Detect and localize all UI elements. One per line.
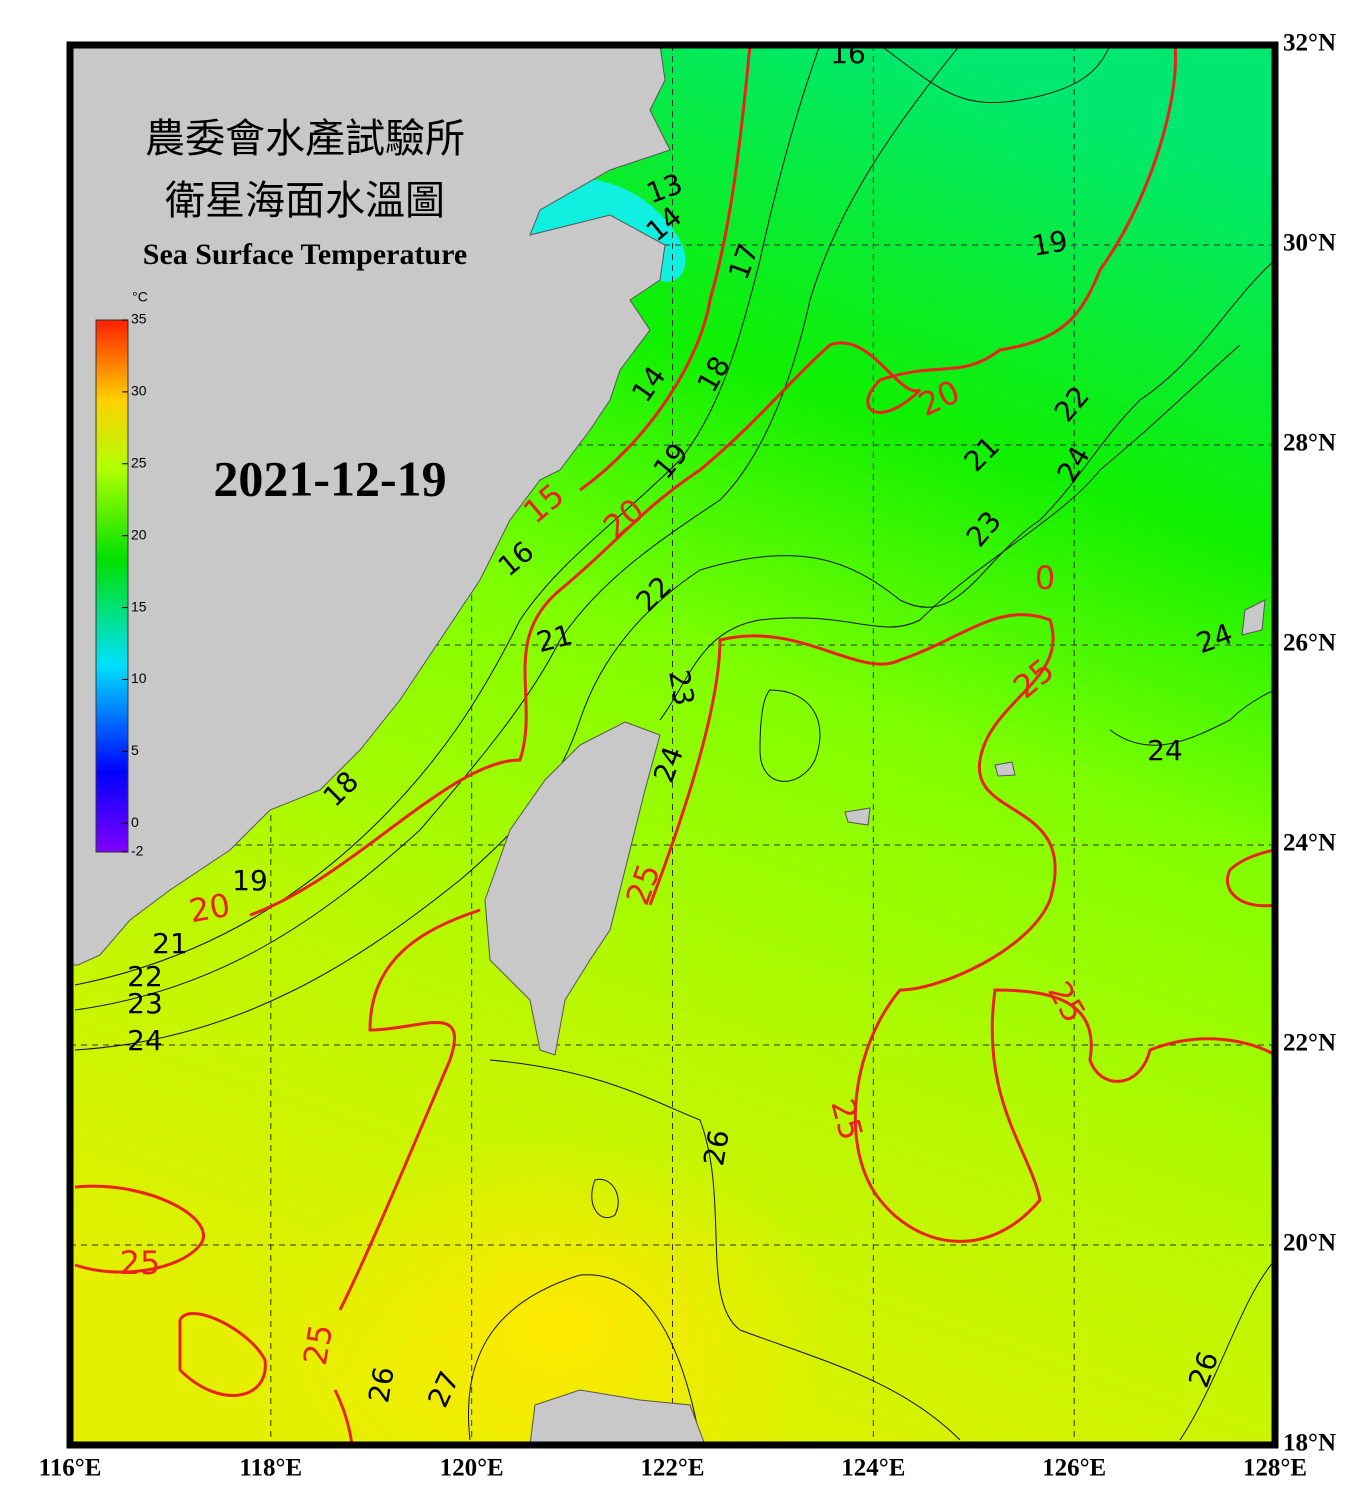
colorbar	[95, 319, 129, 853]
contour-label: 20	[186, 886, 233, 930]
colorbar-tick-label: 5	[131, 742, 139, 758]
contour-label: 24	[127, 1024, 163, 1057]
axes: 116°E 118°E 120°E 122°E 124°E 126°E 128°E18°N 2…	[39, 30, 1336, 1482]
isotherm	[591, 1178, 619, 1218]
contour-label: 26	[697, 1127, 736, 1168]
isotherm-15	[579, 45, 752, 492]
frame	[66, 41, 1279, 1449]
contour-label: 21	[152, 927, 188, 960]
island	[994, 761, 1016, 777]
isotherm	[659, 344, 1241, 721]
lat-label: 24°N	[1283, 830, 1336, 857]
date: 2021-12-19	[213, 450, 446, 506]
lon-label: 116°E	[39, 1455, 102, 1482]
lat-label: 30°N	[1283, 230, 1336, 257]
lon-label: 126°E	[1042, 1455, 1106, 1482]
luzon	[529, 1389, 706, 1445]
colorbar-tick-label: 20	[131, 526, 147, 542]
isotherm	[759, 689, 821, 782]
lat-label: 20°N	[1283, 1230, 1336, 1257]
colorbar-tick-label: 35	[131, 311, 147, 327]
lon-label: 118°E	[239, 1455, 302, 1482]
isotherms	[74, 45, 1275, 1441]
isotherm-25	[333, 1389, 354, 1445]
lon-label: 120°E	[440, 1455, 504, 1482]
isotherms-5deg	[74, 45, 1275, 1445]
subtitle-zh: 衛星海面水溫圖	[165, 178, 445, 223]
isotherm-25	[74, 1184, 205, 1274]
lon-label: 128°E	[1243, 1455, 1307, 1482]
isotherm	[74, 45, 961, 1011]
colorbar-tick-label: -2	[131, 843, 144, 859]
isotherm	[489, 1059, 961, 1441]
contour-label: 23	[127, 987, 163, 1020]
colorbar-tick-label: 10	[131, 670, 147, 686]
colorbar-unit: °C	[132, 289, 148, 305]
island	[844, 807, 871, 826]
contour-label: 0	[1035, 559, 1055, 597]
lat-label: 22°N	[1283, 1030, 1336, 1057]
lon-label: 122°E	[640, 1455, 704, 1482]
lat-label: 26°N	[1283, 630, 1336, 657]
contour-label: 25	[120, 1244, 161, 1282]
isotherm-25	[648, 613, 1275, 1243]
contour-label: 24	[1147, 734, 1183, 767]
contour-label: 19	[232, 864, 268, 897]
contour-label: 25	[296, 1321, 340, 1368]
colorbar-tick-label: 15	[131, 598, 147, 614]
lon-label: 124°E	[841, 1455, 905, 1482]
isotherm-20	[249, 45, 1178, 917]
isotherm-25	[1225, 848, 1275, 908]
colorbar-tick-label: 25	[131, 454, 147, 470]
warm-pool	[280, 1130, 840, 1445]
isotherm	[468, 1274, 701, 1441]
colorbar-tick-label: 0	[131, 814, 139, 830]
taiwan	[484, 721, 661, 1056]
contour-label: 19	[1029, 224, 1070, 263]
lat-label: 32°N	[1283, 30, 1336, 57]
contour-label: 22	[127, 960, 163, 993]
contour-label: 16	[830, 37, 866, 70]
isotherm	[1109, 689, 1275, 746]
map-body: 16 13 14 17 19 18 14 20 22 21 19 24 15 2…	[70, 37, 1275, 1445]
isotherm	[74, 45, 821, 986]
land	[70, 45, 1266, 1445]
mainland-china	[70, 45, 671, 966]
title-zh: 農委會水產試驗所	[145, 116, 465, 161]
island	[1241, 599, 1266, 636]
contour-label: 26	[362, 1364, 401, 1405]
lat-label: 28°N	[1283, 430, 1336, 457]
isotherm	[879, 45, 1111, 104]
isotherm-25	[178, 1312, 267, 1397]
colorbar-ticks: -2 0 5 10 15 20 25 30 35	[122, 311, 147, 859]
isotherm	[74, 259, 1275, 1051]
title-en: Sea Surface Temperature	[143, 238, 467, 271]
isotherm-25	[338, 908, 481, 1311]
lat-label: 18°N	[1283, 1430, 1336, 1457]
colorbar-tick-label: 30	[131, 383, 147, 399]
contour-label: 23	[662, 667, 701, 708]
isotherm	[1179, 1259, 1275, 1441]
